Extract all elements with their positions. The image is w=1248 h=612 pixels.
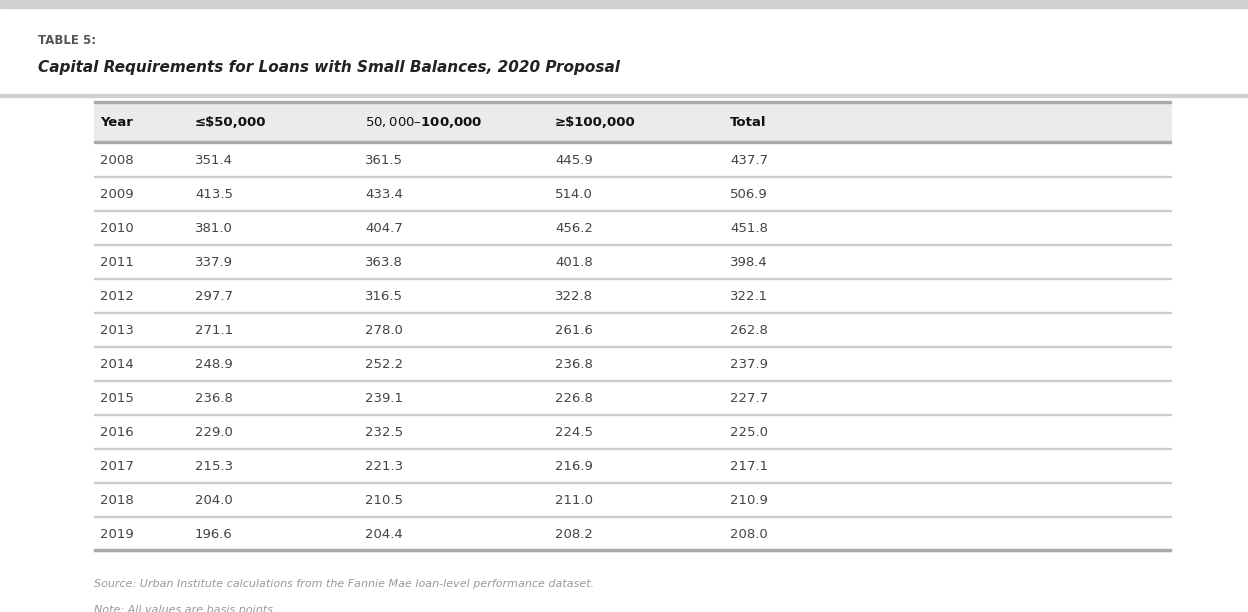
- Bar: [94, 346, 1171, 347]
- Text: $50,000–$100,000: $50,000–$100,000: [364, 114, 482, 130]
- Text: 217.1: 217.1: [730, 460, 768, 472]
- Text: ≥$100,000: ≥$100,000: [555, 116, 635, 129]
- Bar: [94, 244, 1171, 245]
- Text: 208.2: 208.2: [555, 528, 593, 540]
- Text: 2019: 2019: [100, 528, 134, 540]
- Text: 236.8: 236.8: [195, 392, 233, 405]
- Text: 2010: 2010: [100, 222, 134, 234]
- Text: 216.9: 216.9: [555, 460, 593, 472]
- Text: 433.4: 433.4: [364, 187, 403, 201]
- Text: 506.9: 506.9: [730, 187, 768, 201]
- Text: 437.7: 437.7: [730, 154, 768, 166]
- Text: 413.5: 413.5: [195, 187, 233, 201]
- Text: 226.8: 226.8: [555, 392, 593, 405]
- Text: 2014: 2014: [100, 357, 134, 370]
- Bar: [94, 414, 1171, 415]
- Bar: [0, 0, 1248, 8]
- Text: 237.9: 237.9: [730, 357, 768, 370]
- Text: 2012: 2012: [100, 289, 134, 302]
- Text: 227.7: 227.7: [730, 392, 768, 405]
- Text: 401.8: 401.8: [555, 255, 593, 269]
- Text: 297.7: 297.7: [195, 289, 233, 302]
- Bar: [94, 380, 1171, 381]
- Text: TABLE 5:: TABLE 5:: [37, 34, 96, 47]
- Text: 2017: 2017: [100, 460, 134, 472]
- Text: 229.0: 229.0: [195, 425, 233, 439]
- Text: Total: Total: [730, 116, 766, 129]
- Bar: [94, 448, 1171, 449]
- Bar: [0, 94, 1248, 97]
- Text: 211.0: 211.0: [555, 493, 593, 507]
- Text: 204.0: 204.0: [195, 493, 232, 507]
- Text: 351.4: 351.4: [195, 154, 233, 166]
- Text: Note: All values are basis points.: Note: All values are basis points.: [94, 605, 276, 612]
- Text: 456.2: 456.2: [555, 222, 593, 234]
- Text: 196.6: 196.6: [195, 528, 232, 540]
- Text: 2018: 2018: [100, 493, 134, 507]
- Bar: [94, 549, 1171, 551]
- Text: 224.5: 224.5: [555, 425, 593, 439]
- Text: 204.4: 204.4: [364, 528, 403, 540]
- Text: 278.0: 278.0: [364, 324, 403, 337]
- Text: 337.9: 337.9: [195, 255, 233, 269]
- Bar: [94, 176, 1171, 177]
- Text: 316.5: 316.5: [364, 289, 403, 302]
- Text: 2009: 2009: [100, 187, 134, 201]
- Text: 322.8: 322.8: [555, 289, 593, 302]
- Bar: [94, 103, 1171, 141]
- Text: 262.8: 262.8: [730, 324, 768, 337]
- Bar: [94, 101, 1171, 103]
- Text: 322.1: 322.1: [730, 289, 768, 302]
- Text: 215.3: 215.3: [195, 460, 233, 472]
- Text: Capital Requirements for Loans with Small Balances, 2020 Proposal: Capital Requirements for Loans with Smal…: [37, 60, 620, 75]
- Bar: [94, 550, 1171, 551]
- Text: 221.3: 221.3: [364, 460, 403, 472]
- Text: Year: Year: [100, 116, 132, 129]
- Text: 248.9: 248.9: [195, 357, 232, 370]
- Bar: [94, 516, 1171, 517]
- Text: 2013: 2013: [100, 324, 134, 337]
- Bar: [94, 210, 1171, 211]
- Text: 239.1: 239.1: [364, 392, 403, 405]
- Text: 361.5: 361.5: [364, 154, 403, 166]
- Text: 404.7: 404.7: [364, 222, 403, 234]
- Text: ≤$50,000: ≤$50,000: [195, 116, 267, 129]
- Text: 381.0: 381.0: [195, 222, 233, 234]
- Text: 210.9: 210.9: [730, 493, 768, 507]
- Text: 210.5: 210.5: [364, 493, 403, 507]
- Text: 208.0: 208.0: [730, 528, 768, 540]
- Text: 261.6: 261.6: [555, 324, 593, 337]
- Text: 271.1: 271.1: [195, 324, 233, 337]
- Text: 2016: 2016: [100, 425, 134, 439]
- Bar: [94, 312, 1171, 313]
- Text: 236.8: 236.8: [555, 357, 593, 370]
- Text: 225.0: 225.0: [730, 425, 768, 439]
- Text: 514.0: 514.0: [555, 187, 593, 201]
- Text: 2011: 2011: [100, 255, 134, 269]
- Bar: [94, 482, 1171, 483]
- Bar: [94, 278, 1171, 279]
- Text: 398.4: 398.4: [730, 255, 768, 269]
- Text: 252.2: 252.2: [364, 357, 403, 370]
- Text: 363.8: 363.8: [364, 255, 403, 269]
- Text: 445.9: 445.9: [555, 154, 593, 166]
- Bar: [94, 141, 1171, 143]
- Text: 232.5: 232.5: [364, 425, 403, 439]
- Text: 2015: 2015: [100, 392, 134, 405]
- Text: Source: Urban Institute calculations from the Fannie Mae loan-level performance : Source: Urban Institute calculations fro…: [94, 579, 594, 589]
- Text: 451.8: 451.8: [730, 222, 768, 234]
- Text: 2008: 2008: [100, 154, 134, 166]
